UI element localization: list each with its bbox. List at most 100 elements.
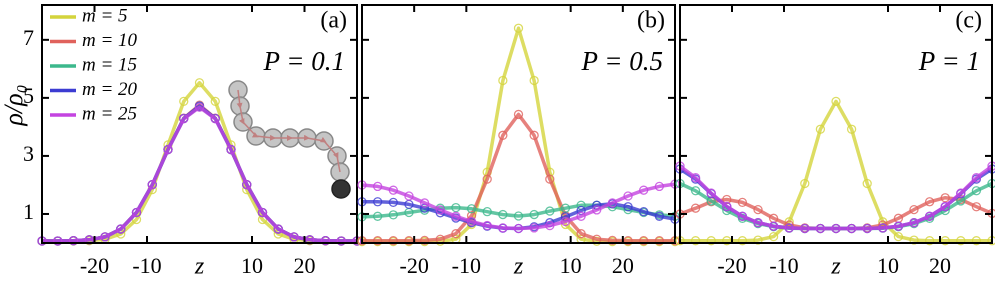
data-point: [576, 229, 586, 239]
data-point: [529, 223, 539, 233]
data-point: [163, 144, 173, 155]
data-point: [623, 202, 633, 212]
legend-label: m = 15: [82, 54, 137, 75]
panel: -20 -10 10 20 z (b) P = 0.5: [357, 4, 680, 280]
data-point: [513, 223, 524, 234]
series-line: [42, 105, 357, 243]
data-point: [737, 211, 748, 221]
data-point: [529, 130, 539, 140]
data-point: [639, 236, 649, 246]
data-point: [690, 236, 701, 246]
data-point: [815, 223, 826, 234]
data-point: [623, 191, 633, 201]
data-point: [690, 203, 701, 213]
data-point: [706, 236, 716, 246]
data-point: [831, 223, 841, 234]
x-axis-label: z: [513, 254, 524, 280]
data-point: [893, 221, 904, 231]
data-point: [320, 236, 331, 246]
x-tick-label: -10: [452, 253, 481, 278]
data-point: [753, 204, 763, 215]
data-point: [893, 231, 904, 242]
data-point: [654, 181, 664, 192]
data-point: [924, 211, 935, 221]
data-point: [289, 232, 299, 242]
data-point: [560, 216, 571, 227]
data-point: [210, 114, 220, 124]
data-point: [800, 223, 810, 234]
x-tick-label: 20: [612, 253, 634, 278]
y-tick-label: 3: [23, 141, 34, 166]
plot-frame: [41, 4, 358, 244]
data-point: [690, 173, 701, 183]
data-point: [529, 75, 539, 86]
data-point: [498, 209, 508, 220]
series-line: [42, 103, 357, 243]
data-point: [607, 235, 618, 246]
data-point: [336, 236, 346, 246]
data-point: [498, 223, 508, 233]
data-point: [179, 114, 189, 124]
data-point: [815, 124, 826, 134]
legend-label: m = 20: [82, 79, 138, 100]
data-point: [784, 223, 794, 233]
data-point: [419, 235, 430, 246]
data-point: [226, 144, 236, 155]
data-point: [722, 194, 732, 205]
data-point: [846, 223, 857, 234]
data-point: [737, 236, 748, 246]
chain-inset: [228, 80, 351, 199]
data-point: [753, 235, 763, 245]
data-point: [513, 23, 524, 33]
data-point: [940, 201, 950, 212]
plot-frame: [361, 4, 676, 244]
series-line: [361, 203, 676, 219]
data-point: [529, 209, 539, 220]
annotation: P = 1: [918, 46, 980, 76]
data-point: [956, 236, 966, 246]
legend-label: m = 25: [82, 103, 137, 124]
series-line: [680, 99, 992, 243]
legend-label: m = 10: [82, 30, 138, 51]
data-point: [451, 211, 461, 221]
data-point: [623, 236, 633, 246]
data-point: [722, 201, 732, 212]
data-point: [560, 203, 571, 213]
data-point: [940, 193, 950, 203]
annotation: P = 0.5: [581, 46, 663, 76]
data-point: [753, 218, 763, 228]
data-point: [862, 178, 872, 189]
data-point: [242, 180, 252, 190]
data-point: [404, 191, 414, 201]
data-point: [971, 202, 982, 212]
data-point: [924, 236, 935, 246]
data-point: [706, 188, 716, 198]
x-tick-label: 20: [929, 253, 951, 278]
panel-label: (a): [320, 8, 347, 34]
x-tick-label: -10: [132, 253, 161, 278]
data-point: [68, 236, 79, 246]
panel-label: (b): [637, 8, 665, 34]
data-point: [909, 235, 919, 245]
x-tick-label: -20: [717, 253, 746, 278]
data-point: [466, 216, 477, 227]
data-point: [909, 204, 919, 215]
x-tick-label: -10: [769, 253, 798, 278]
data-point: [179, 96, 189, 107]
data-point: [194, 78, 205, 88]
x-axis-label: z: [194, 254, 205, 280]
data-point: [498, 130, 508, 140]
data-point: [956, 188, 966, 198]
data-point: [482, 174, 492, 184]
data-point: [451, 229, 461, 239]
data-point: [909, 218, 919, 228]
y-tick-label: 1: [23, 199, 34, 224]
data-point: [607, 198, 618, 208]
data-point: [576, 211, 586, 221]
data-point: [372, 181, 383, 192]
data-point: [131, 214, 142, 225]
y-tick-label: 7: [23, 25, 34, 50]
data-point: [690, 186, 701, 196]
data-point: [53, 236, 63, 246]
annotation: P = 0.1: [263, 46, 345, 76]
